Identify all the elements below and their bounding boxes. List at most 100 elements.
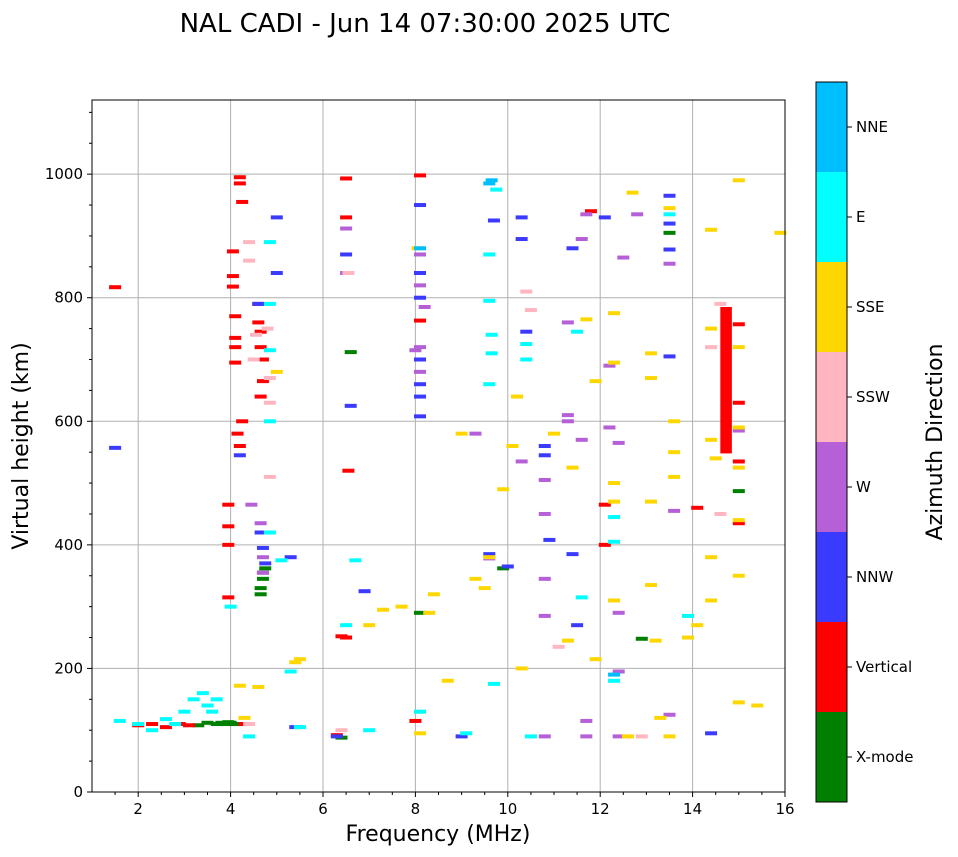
mark-w-34 (668, 508, 681, 513)
mark-w-15 (538, 477, 551, 482)
mark-ssw-0 (243, 240, 256, 245)
mark-nnw-30 (566, 552, 579, 557)
mark-e-2 (146, 728, 159, 733)
mark-sse-44 (668, 474, 681, 479)
mark-e-1 (132, 722, 145, 727)
mark-nnw-0 (109, 445, 122, 450)
mark-vertical-35 (340, 635, 353, 640)
mark-vertical-31 (732, 400, 745, 405)
mark-nnw-35 (663, 247, 676, 252)
mark-w-0 (245, 502, 258, 507)
mark-e-34 (520, 357, 533, 362)
mark-w-8 (414, 283, 427, 288)
mark-nnw-17 (414, 382, 427, 387)
mark-vertical-43 (584, 209, 597, 214)
mark-vertical-37 (340, 215, 353, 220)
mark-sse-19 (497, 487, 510, 492)
mark-sse-28 (589, 657, 602, 662)
colorbar-swatch-ssw (816, 352, 847, 442)
mark-x-mode-9 (256, 576, 269, 581)
mark-nnw-12 (358, 589, 371, 594)
x-tick-label-2: 6 (318, 800, 328, 818)
mark-x-mode-20 (222, 720, 235, 725)
mark-sse-47 (705, 227, 718, 232)
mark-ssw-16 (714, 511, 727, 516)
mark-nnw-29 (566, 246, 579, 251)
mark-e-14 (263, 301, 276, 306)
mark-sse-16 (469, 576, 482, 581)
mark-sse-45 (681, 635, 694, 640)
mark-x-mode-6 (192, 723, 205, 728)
mark-ssw-14 (705, 345, 718, 350)
colorbar-legend: X-mode Vertical NNW W SSW SSE E NNE (815, 81, 913, 803)
colorbar-title: Azimuth Direction (923, 343, 948, 540)
mark-w-14 (515, 459, 528, 464)
mark-x-mode-7 (254, 592, 267, 597)
mark-nnw-33 (663, 193, 676, 198)
mark-sse-30 (608, 360, 621, 365)
mark-sse-48 (705, 326, 718, 331)
mark-ssw-13 (552, 644, 565, 649)
x-axis-ticks: 2 4 6 8 10 12 14 16 (114, 792, 795, 818)
mark-nnw-24 (515, 237, 528, 242)
mark-nnw-32 (598, 215, 611, 220)
mark-e-42 (524, 734, 537, 739)
mark-sse-18 (483, 555, 496, 560)
colorbar-label-nne: NNE (856, 118, 888, 136)
mark-sse-35 (645, 351, 658, 356)
mark-ssw-17 (635, 734, 648, 739)
mark-sse-6 (363, 623, 376, 628)
mark-vertical-41 (598, 502, 611, 507)
mark-sse-8 (395, 604, 408, 609)
mark-e-37 (608, 515, 621, 520)
mark-w-29 (612, 669, 625, 674)
mark-nnw-11 (344, 403, 357, 408)
mark-w-31 (631, 212, 644, 217)
mark-e-38 (608, 539, 621, 544)
mark-nnw-10 (340, 252, 353, 257)
mark-sse-25 (566, 465, 579, 470)
mark-w-19 (561, 320, 574, 325)
mark-sse-42 (668, 419, 681, 424)
colorbar-label-x-mode: X-mode (856, 748, 913, 766)
mark-sse-3 (270, 369, 283, 374)
mark-sse-49 (705, 555, 718, 560)
mark-sse-5 (293, 657, 306, 662)
x-tick-label-7: 16 (775, 800, 794, 818)
mark-vertical-3 (222, 542, 235, 547)
mark-nnw-36 (663, 354, 676, 359)
mark-vertical-33 (732, 521, 745, 526)
mark-w-38 (538, 734, 551, 739)
mark-sse-58 (732, 573, 745, 578)
mark-e-18 (275, 558, 288, 563)
mark-x-mode-5 (201, 720, 214, 725)
mark-e-23 (363, 728, 376, 733)
mark-vertical-13 (233, 175, 246, 180)
mark-sse-11 (414, 731, 427, 736)
mark-sse-39 (649, 638, 662, 643)
colorbar-swatch-nnw (816, 532, 847, 622)
mark-w-20 (561, 413, 574, 418)
plot-area: 2 4 6 8 10 12 14 16 0 200 400 600 800 1000 (45, 99, 795, 818)
mark-nnw-19 (414, 414, 427, 419)
plot-background (92, 100, 785, 792)
x-axis-label: Frequency (MHz) (346, 822, 531, 847)
mark-vertical-14 (236, 199, 249, 204)
mark-e-35 (571, 329, 584, 334)
mark-e-6 (187, 697, 200, 702)
mark-vertical-22 (256, 379, 269, 384)
colorbar-label-ssw: SSW (856, 388, 890, 406)
mark-vertical-40 (414, 318, 427, 323)
mark-nne-0 (485, 178, 498, 183)
mark-sse-15 (455, 431, 468, 436)
mark-vertical-2 (222, 524, 235, 529)
mark-nnw-6 (270, 215, 283, 220)
mark-nnw-39 (330, 734, 343, 739)
mark-sse-1 (238, 715, 251, 720)
mark-vertical-15 (233, 181, 246, 186)
mark-x-mode-17 (635, 636, 648, 641)
mark-vertical-32 (732, 459, 745, 464)
mark-sse-23 (548, 431, 560, 436)
mark-nnw-27 (538, 453, 551, 458)
